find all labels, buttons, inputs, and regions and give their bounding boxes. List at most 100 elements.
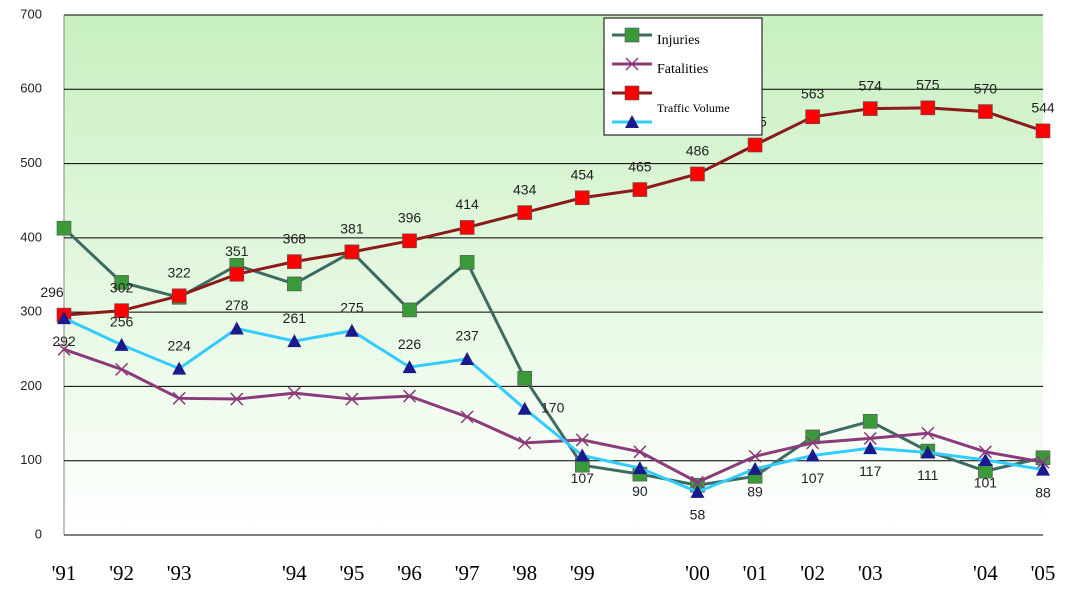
x-tick-label: '92 bbox=[109, 561, 134, 585]
marker bbox=[806, 436, 820, 450]
data-label: 574 bbox=[859, 77, 883, 93]
marker bbox=[517, 401, 532, 415]
x-tick-label: '91 bbox=[52, 561, 77, 585]
marker bbox=[56, 220, 72, 236]
x-tick-label: '96 bbox=[397, 561, 422, 585]
marker bbox=[460, 410, 474, 424]
x-tick-label: '98 bbox=[512, 561, 537, 585]
legend-label: Injuries bbox=[657, 33, 700, 48]
data-label: 570 bbox=[974, 80, 998, 96]
data-label: 111 bbox=[917, 467, 938, 483]
marker bbox=[748, 461, 763, 475]
data-label: 381 bbox=[340, 221, 364, 237]
marker bbox=[459, 255, 475, 270]
marker bbox=[862, 101, 878, 116]
marker bbox=[575, 448, 590, 462]
marker bbox=[402, 302, 417, 318]
data-label: 486 bbox=[686, 143, 710, 159]
legend: Injuries Fatalities Traffic Volume bbox=[603, 17, 763, 136]
y-tick-label: 300 bbox=[20, 304, 42, 319]
series-line bbox=[63, 316, 1044, 494]
marker bbox=[517, 205, 533, 220]
data-label: 237 bbox=[455, 328, 479, 344]
x-tick-label: '02 bbox=[800, 561, 825, 585]
y-tick-label: 100 bbox=[20, 452, 42, 467]
marker bbox=[518, 436, 532, 450]
marker bbox=[171, 288, 187, 304]
marker bbox=[229, 266, 245, 282]
data-label: 434 bbox=[513, 181, 537, 197]
marker bbox=[978, 104, 993, 119]
data-label: 170 bbox=[541, 399, 565, 415]
x-tick-label: '99 bbox=[570, 561, 595, 585]
marker bbox=[624, 85, 640, 101]
marker bbox=[625, 115, 639, 128]
marker bbox=[229, 321, 244, 335]
marker bbox=[690, 475, 705, 489]
marker bbox=[287, 254, 302, 269]
data-label: 101 bbox=[974, 475, 998, 491]
y-tick-label: 700 bbox=[20, 6, 42, 21]
data-label: 296 bbox=[40, 284, 64, 300]
marker bbox=[574, 190, 590, 206]
data-label: 275 bbox=[340, 299, 364, 315]
x-tick-label: '01 bbox=[743, 561, 768, 585]
marker bbox=[690, 166, 705, 182]
data-label: 107 bbox=[801, 470, 825, 486]
data-label: 322 bbox=[167, 265, 191, 281]
marker bbox=[690, 484, 705, 498]
data-label: 88 bbox=[1035, 484, 1051, 500]
marker bbox=[625, 57, 639, 71]
marker bbox=[920, 100, 936, 116]
data-label: 224 bbox=[167, 337, 191, 353]
marker bbox=[1036, 455, 1050, 469]
x-tick-label: '95 bbox=[340, 561, 365, 585]
series-line bbox=[63, 347, 1044, 484]
data-label: 563 bbox=[801, 85, 825, 101]
data-label: 226 bbox=[398, 336, 422, 352]
marker bbox=[287, 276, 302, 292]
data-label: 261 bbox=[283, 310, 307, 326]
data-label: 414 bbox=[455, 196, 479, 212]
marker bbox=[57, 311, 71, 325]
marker bbox=[114, 303, 129, 318]
x-tick-label: '94 bbox=[282, 561, 307, 585]
series-line bbox=[62, 227, 1044, 487]
data-label: 351 bbox=[225, 243, 249, 259]
x-tick-label: '03 bbox=[858, 561, 883, 585]
data-label: 117 bbox=[859, 463, 882, 479]
marker bbox=[1035, 123, 1051, 139]
plot-area bbox=[64, 15, 1043, 535]
marker bbox=[978, 445, 992, 459]
marker bbox=[862, 414, 878, 429]
marker bbox=[624, 27, 640, 43]
marker bbox=[459, 220, 475, 235]
marker bbox=[920, 445, 935, 459]
y-tick-label: 200 bbox=[20, 378, 42, 393]
marker bbox=[114, 337, 129, 351]
marker bbox=[747, 137, 763, 153]
marker bbox=[287, 334, 302, 348]
y-tick-label: 400 bbox=[20, 229, 42, 244]
marker bbox=[172, 361, 187, 375]
marker bbox=[402, 360, 417, 374]
data-label: 454 bbox=[571, 166, 595, 182]
data-label: 107 bbox=[571, 470, 595, 486]
legend-label: Traffic Volume bbox=[657, 101, 730, 115]
y-tick-label: 500 bbox=[20, 155, 42, 170]
data-label: 575 bbox=[916, 77, 940, 93]
x-tick-label: '97 bbox=[455, 561, 480, 585]
marker bbox=[575, 433, 589, 447]
data-label: 292 bbox=[52, 333, 76, 349]
marker bbox=[460, 351, 475, 365]
data-label: 465 bbox=[628, 158, 652, 174]
marker bbox=[172, 391, 186, 405]
marker bbox=[57, 342, 71, 356]
marker bbox=[344, 244, 360, 260]
marker bbox=[921, 426, 935, 440]
marker bbox=[517, 370, 533, 386]
marker bbox=[863, 431, 877, 445]
marker bbox=[805, 109, 820, 125]
marker bbox=[748, 449, 762, 463]
